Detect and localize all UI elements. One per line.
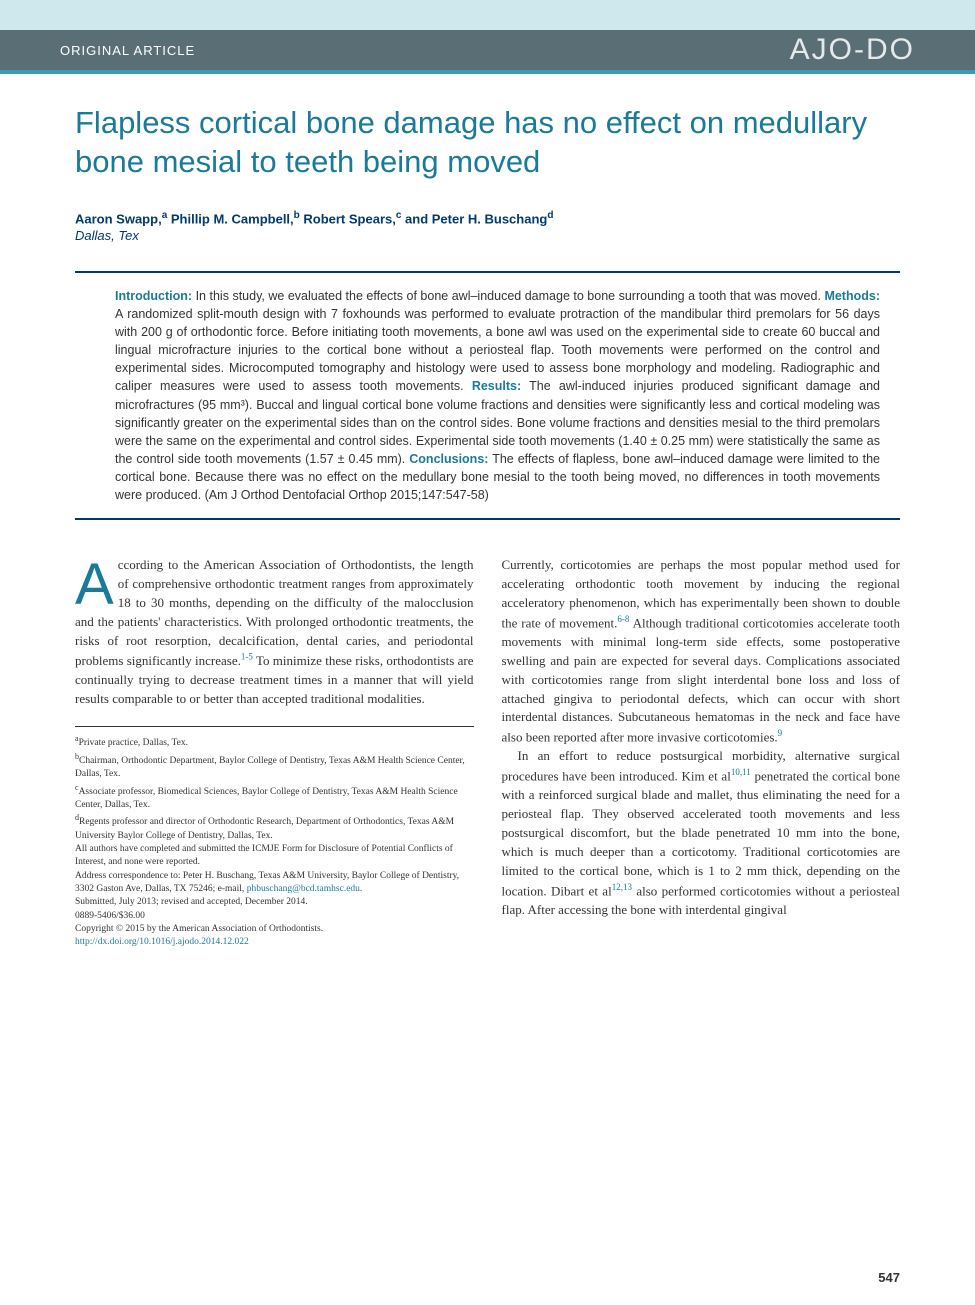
abstract-methods-label: Methods:	[824, 289, 880, 303]
affiliation-doi[interactable]: http://dx.doi.org/10.1016/j.ajodo.2014.1…	[75, 936, 474, 949]
affiliation-d-text: Regents professor and director of Orthod…	[75, 818, 454, 841]
body-para-2: Currently, corticotomies are perhaps the…	[502, 556, 901, 747]
affiliation-disclosure: All authors have completed and submitted…	[75, 843, 474, 870]
abstract-results-label: Results:	[472, 379, 521, 393]
body-para-1: According to the American Association of…	[75, 556, 474, 708]
affiliation-c: cAssociate professor, Biomedical Science…	[75, 782, 474, 813]
affiliation-copyright: Copyright © 2015 by the American Associa…	[75, 923, 474, 936]
affiliation-c-text: Associate professor, Biomedical Sciences…	[75, 787, 458, 810]
affiliation-a-text: Private practice, Dallas, Tex.	[79, 739, 188, 749]
affiliation-issn: 0889-5406/$36.00	[75, 910, 474, 923]
abstract-intro-label: Introduction:	[115, 289, 192, 303]
header-strip: ORIGINAL ARTICLE AJO-DO	[0, 30, 975, 74]
authors-location: Dallas, Tex	[75, 228, 900, 243]
affiliation-submitted: Submitted, July 2013; revised and accept…	[75, 896, 474, 909]
body-para-3: In an effort to reduce postsurgical morb…	[502, 747, 901, 919]
page-content: Flapless cortical bone damage has no eff…	[0, 74, 975, 949]
affiliation-a: aPrivate practice, Dallas, Tex.	[75, 733, 474, 750]
authors-line: Aaron Swapp,a Phillip M. Campbell,b Robe…	[75, 210, 900, 226]
journal-logo: AJO-DO	[790, 33, 915, 67]
body-para-1-text: ccording to the American Association of …	[75, 557, 474, 705]
abstract-intro-text: In this study, we evaluated the effects …	[192, 289, 824, 303]
page-number: 547	[878, 1270, 900, 1285]
abstract-box: Introduction: In this study, we evaluate…	[75, 271, 900, 521]
affiliation-b-text: Chairman, Orthodontic Department, Baylor…	[75, 756, 465, 779]
affiliation-b: bChairman, Orthodontic Department, Baylo…	[75, 751, 474, 782]
abstract-conclusions-label: Conclusions:	[409, 452, 488, 466]
body-columns: According to the American Association of…	[75, 556, 900, 949]
dropcap: A	[75, 556, 118, 609]
correspondence-email[interactable]: phbuschang@bcd.tamhsc.edu	[247, 884, 360, 894]
article-title: Flapless cortical bone damage has no eff…	[75, 104, 900, 182]
affiliations-block: aPrivate practice, Dallas, Tex. bChairma…	[75, 726, 474, 949]
top-bar	[0, 0, 975, 30]
column-right: Currently, corticotomies are perhaps the…	[502, 556, 901, 949]
affiliation-d: dRegents professor and director of Ortho…	[75, 812, 474, 843]
article-type-label: ORIGINAL ARTICLE	[60, 43, 195, 58]
column-left: According to the American Association of…	[75, 556, 474, 949]
affiliation-correspondence: Address correspondence to: Peter H. Busc…	[75, 870, 474, 897]
